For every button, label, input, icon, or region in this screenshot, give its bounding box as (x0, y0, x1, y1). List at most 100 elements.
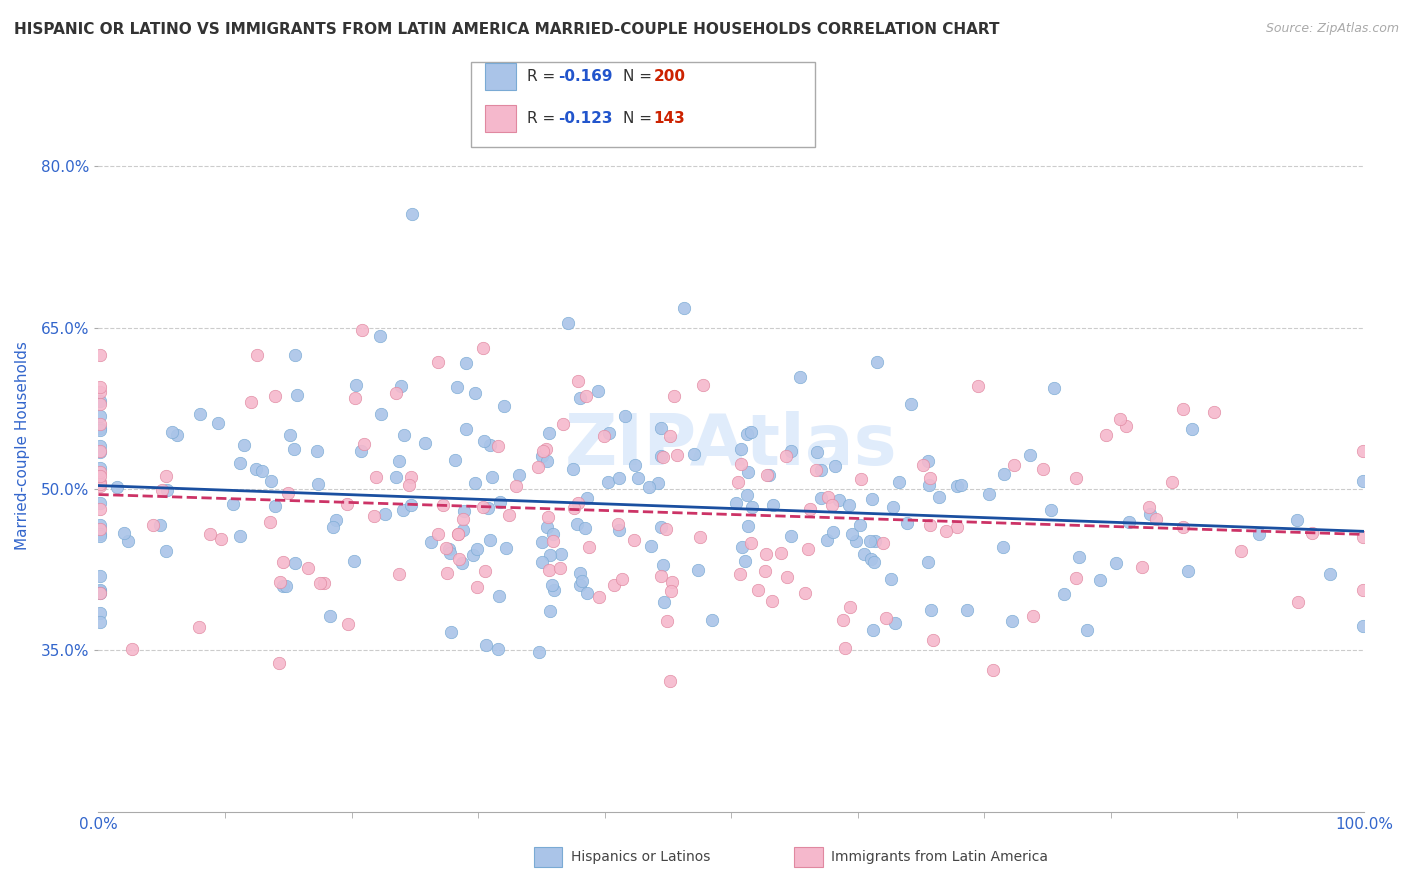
Point (981, 663, 1004, 677)
Point (609, 471, 631, 485)
Point (156, 483, 179, 497)
Point (89, 423, 111, 437)
Point (1202, 405, 1225, 419)
Point (475, 638, 498, 652)
Point (730, 540, 752, 554)
Text: HISPANIC OR LATINO VS IMMIGRANTS FROM LATIN AMERICA MARRIED-COUPLE HOUSEHOLDS CO: HISPANIC OR LATINO VS IMMIGRANTS FROM LA… (14, 22, 1000, 37)
Point (920, 603, 942, 617)
Point (607, 523, 630, 537)
Point (740, 425, 762, 439)
Point (702, 613, 724, 627)
Point (740, 536, 762, 550)
Point (686, 563, 709, 577)
Point (652, 558, 675, 573)
Point (1067, 549, 1090, 564)
Point (1161, 475, 1184, 490)
Point (728, 567, 751, 582)
Point (866, 355, 889, 369)
Point (89, 501, 111, 516)
Point (789, 370, 811, 384)
Point (343, 554, 366, 568)
Point (548, 561, 571, 575)
Point (661, 574, 683, 589)
Point (1001, 614, 1024, 628)
Point (672, 301, 695, 316)
Point (89, 466, 111, 480)
Point (336, 497, 359, 511)
Point (593, 428, 616, 442)
Point (474, 434, 496, 449)
Point (993, 467, 1015, 481)
Point (439, 546, 461, 560)
Point (806, 445, 828, 459)
Point (692, 378, 714, 392)
Point (884, 616, 907, 631)
Point (447, 527, 470, 541)
Point (263, 500, 285, 514)
Point (530, 535, 553, 549)
Point (650, 421, 672, 435)
Point (821, 499, 844, 513)
Point (824, 458, 846, 473)
Point (285, 388, 308, 402)
Point (453, 504, 475, 518)
Text: Source: ZipAtlas.com: Source: ZipAtlas.com (1265, 22, 1399, 36)
Point (918, 518, 941, 533)
Point (841, 527, 863, 541)
Point (450, 556, 472, 570)
Point (388, 567, 411, 582)
Point (89, 421, 111, 435)
Point (1139, 508, 1161, 522)
Point (537, 426, 560, 441)
Point (1132, 559, 1154, 574)
Point (650, 569, 672, 583)
Point (838, 599, 860, 614)
Point (413, 435, 436, 450)
Point (730, 457, 752, 471)
Point (297, 560, 319, 574)
Point (794, 586, 817, 600)
Point (747, 583, 769, 598)
Point (200, 527, 222, 541)
Point (374, 507, 396, 521)
Point (1230, 544, 1253, 558)
Point (737, 519, 759, 533)
Point (492, 400, 515, 414)
Point (250, 464, 273, 478)
Point (486, 439, 509, 453)
Point (1066, 471, 1088, 485)
Point (434, 541, 457, 555)
Point (536, 442, 558, 457)
Point (977, 487, 1000, 501)
Point (1039, 502, 1062, 516)
Point (89, 527, 111, 541)
Point (427, 526, 450, 541)
Point (761, 499, 783, 513)
Point (1018, 448, 1040, 462)
Point (391, 502, 413, 516)
Point (1002, 458, 1025, 472)
Point (1144, 512, 1167, 526)
Text: ZIPAtlas: ZIPAtlas (565, 411, 897, 481)
Point (844, 533, 866, 548)
Point (828, 493, 851, 508)
Point (530, 449, 553, 463)
Point (474, 564, 496, 578)
Point (350, 324, 373, 338)
Point (1137, 500, 1160, 514)
Point (536, 454, 558, 468)
Point (872, 536, 894, 550)
Point (848, 518, 870, 533)
Point (603, 577, 626, 591)
Point (654, 522, 676, 536)
Point (439, 625, 461, 640)
Point (398, 477, 420, 491)
Point (647, 475, 669, 490)
Point (384, 470, 406, 484)
Point (188, 407, 211, 421)
Point (432, 498, 454, 512)
Point (155, 544, 177, 558)
Point (89, 606, 111, 620)
Point (1180, 422, 1202, 436)
Point (730, 442, 752, 456)
